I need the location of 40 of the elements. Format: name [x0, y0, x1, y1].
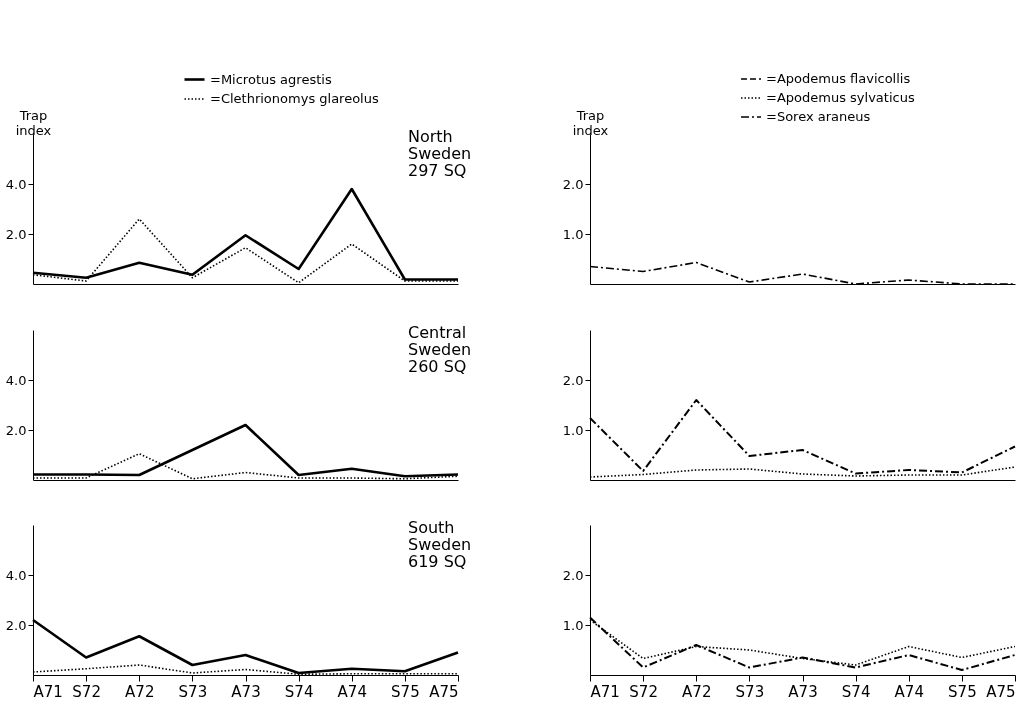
- x-tick-label: A74: [894, 682, 924, 701]
- x-tick-label: A73: [231, 682, 261, 701]
- annotation: South Sweden 619 SQ: [408, 518, 472, 571]
- legend-label: =Sorex araneus: [766, 109, 871, 124]
- legend-label: =Apodemus sylvaticus: [766, 90, 915, 105]
- y-tick-label: 4.0: [5, 176, 27, 192]
- x-tick-label: A73: [788, 682, 818, 701]
- legend-label: =Microtus agrestis: [210, 71, 332, 87]
- x-tick-label: S74: [841, 682, 871, 701]
- y-tick-label: 4.0: [5, 372, 27, 388]
- x-tick-label: A74: [337, 682, 367, 701]
- x-tick-label: S73: [735, 682, 765, 701]
- x-tick-label: A72: [125, 682, 155, 701]
- x-tick-label: A72: [682, 682, 712, 701]
- y-tick-label: 2.0: [562, 176, 584, 192]
- y-tick-label: 2.0: [562, 372, 584, 388]
- y-tick-label: 1.0: [562, 617, 584, 633]
- x-tick-label: S72: [629, 682, 658, 701]
- annotation: North Sweden 297 SQ: [408, 127, 472, 180]
- annotation: Central Sweden 260 SQ: [408, 323, 472, 376]
- y-tick-label: 1.0: [562, 422, 584, 438]
- y-tick-label: 4.0: [5, 567, 27, 583]
- x-tick-label: S73: [178, 682, 208, 701]
- y-tick-label: 2.0: [5, 226, 27, 242]
- legend-label: =Apodemus flavicollis: [766, 71, 911, 86]
- y-tick-label: 2.0: [562, 567, 584, 583]
- y-axis-title: Trap index: [572, 107, 609, 138]
- y-tick-label: 1.0: [562, 226, 584, 242]
- y-axis-title: Trap index: [15, 107, 52, 138]
- x-tick-label: S75: [391, 682, 420, 701]
- x-tick-label: A75: [986, 682, 1016, 701]
- x-tick-label: S72: [72, 682, 101, 701]
- x-tick-label: A71: [590, 682, 620, 701]
- legend-label: =Clethrionomys glareolus: [210, 91, 379, 106]
- x-tick-label: A71: [33, 682, 63, 701]
- x-tick-label: A75: [429, 682, 459, 701]
- y-tick-label: 2.0: [5, 422, 27, 438]
- y-tick-label: 2.0: [5, 617, 27, 633]
- x-tick-label: S75: [948, 682, 977, 701]
- x-tick-label: S74: [284, 682, 314, 701]
